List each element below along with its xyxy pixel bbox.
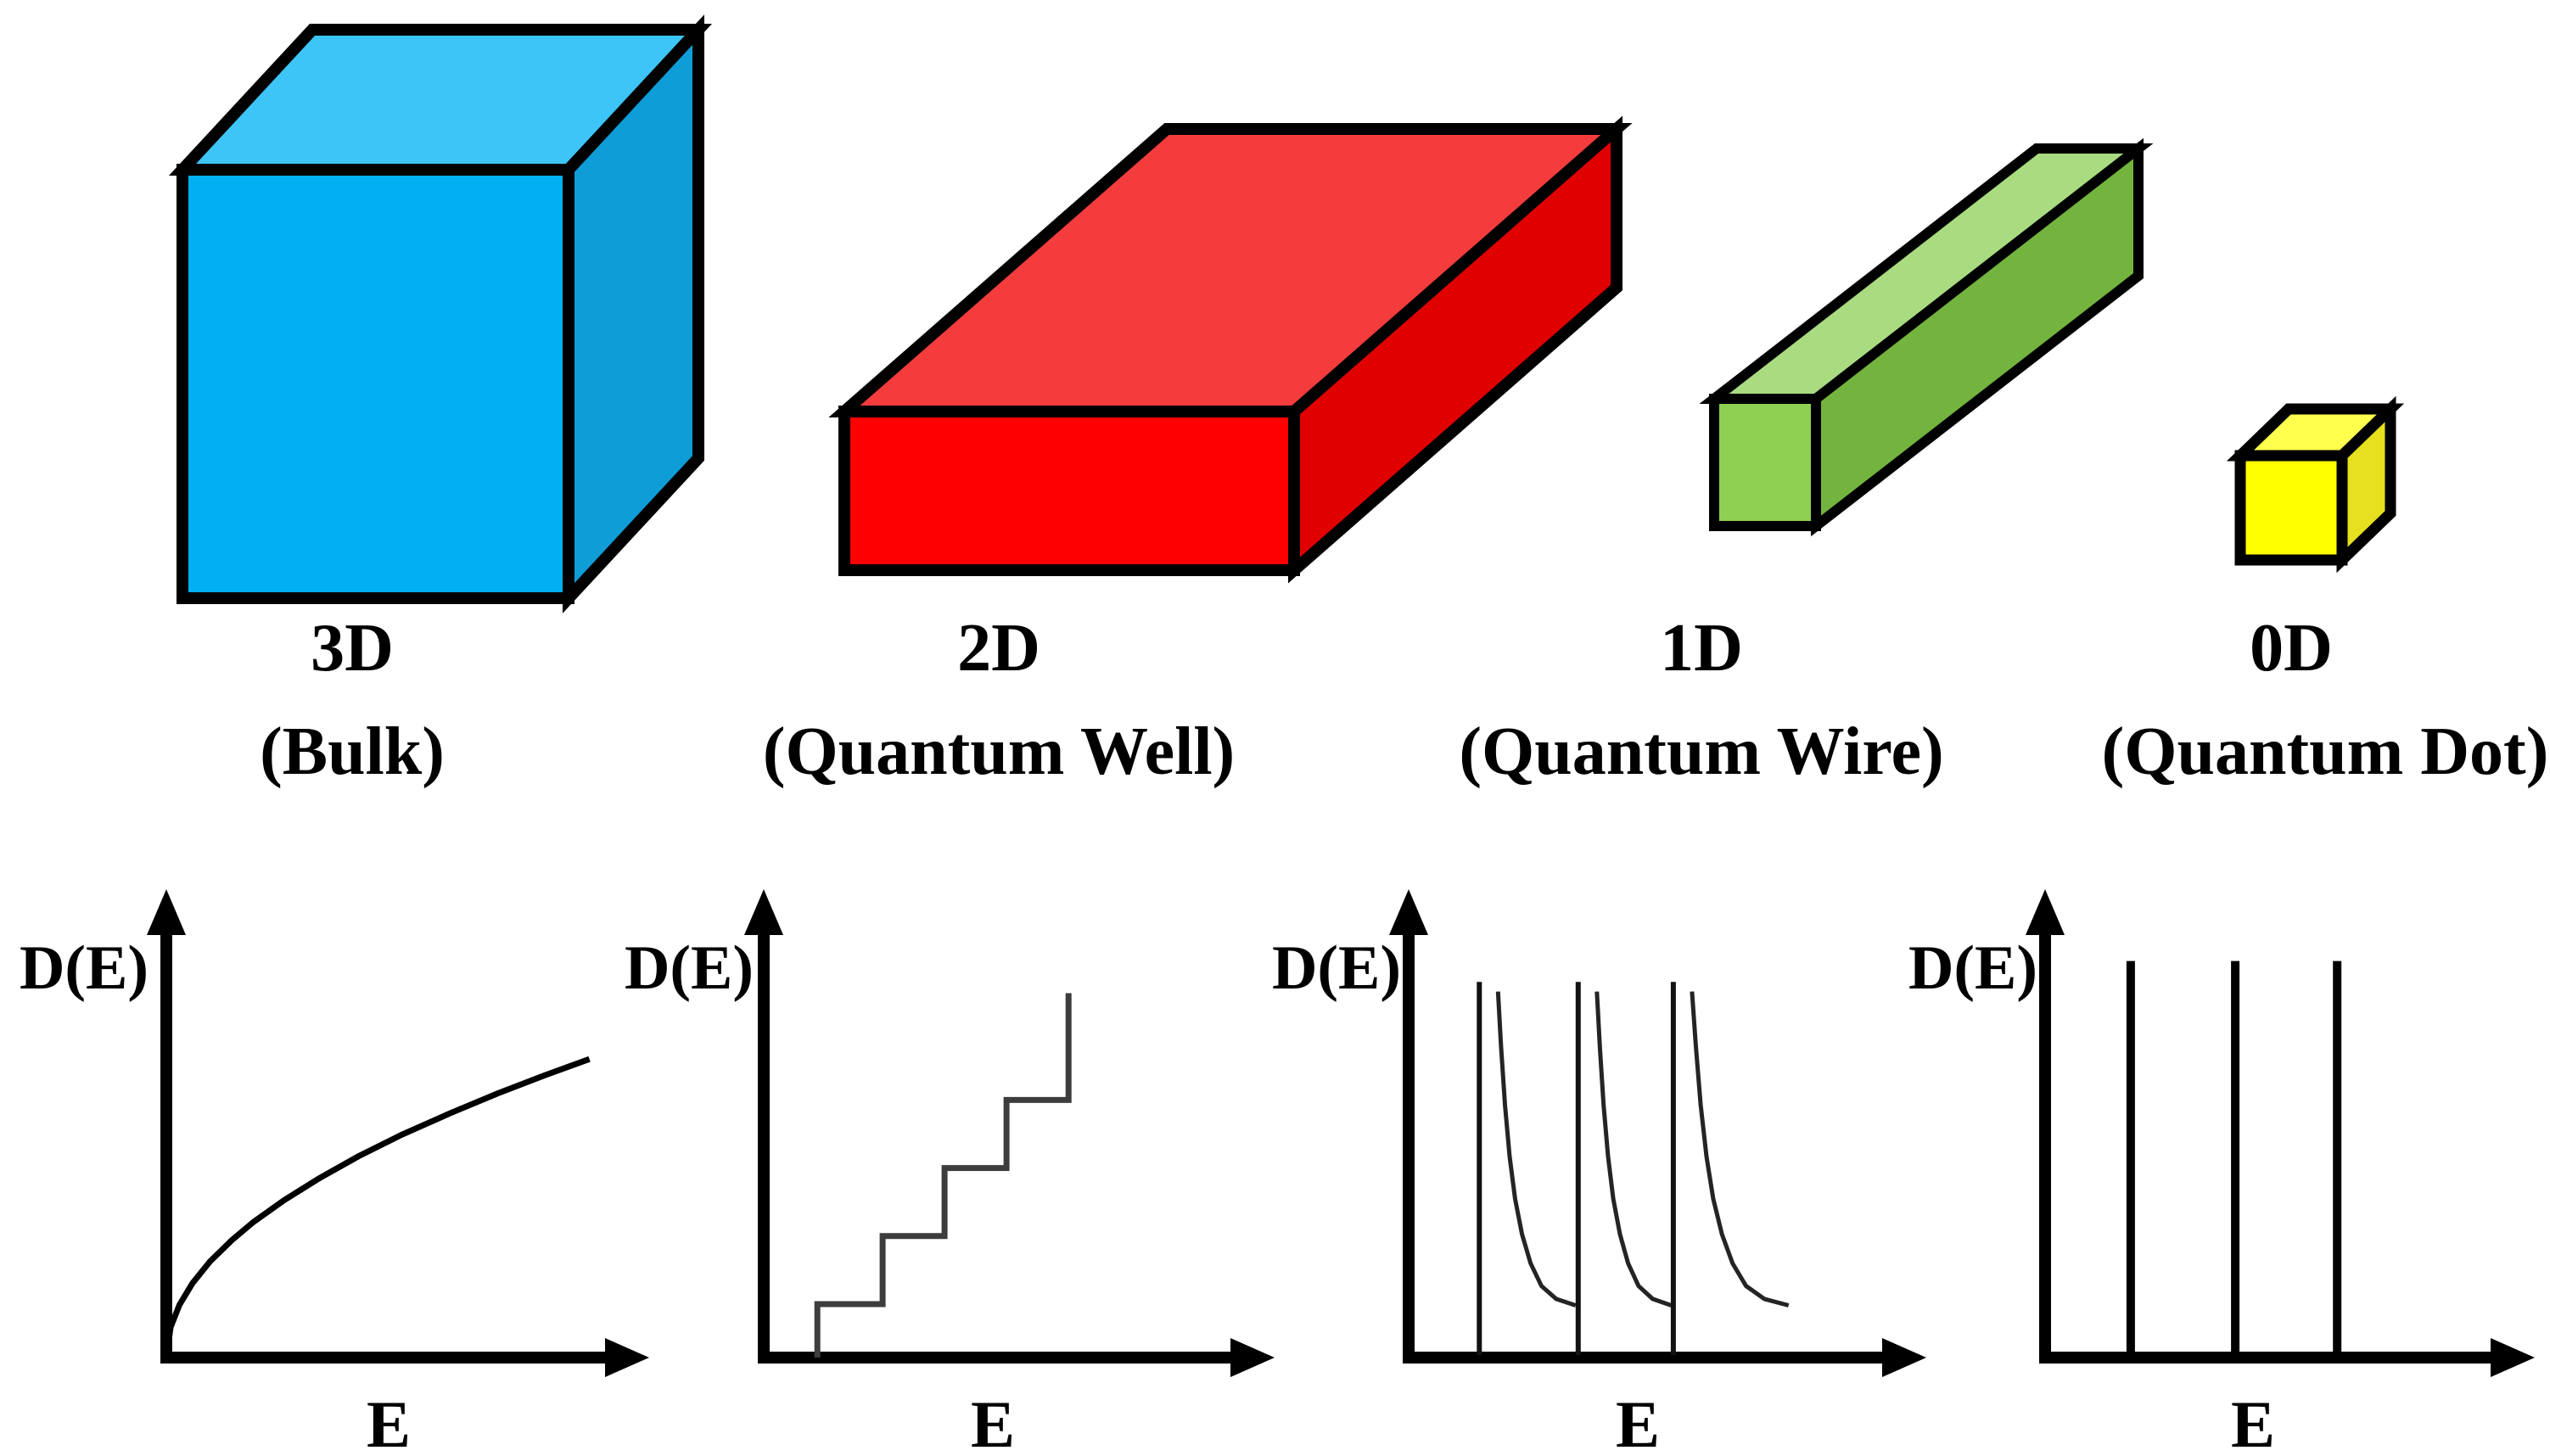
xlabel-dos-3d: E [366,1387,412,1456]
x-axis-arrowhead [2491,1338,2535,1377]
dos-curve-1d [1477,982,1790,1355]
dim-label-1d: 1D [1660,611,1743,686]
dim-label-3d: 3D [311,611,394,686]
y-axis-arrowhead [744,889,783,935]
dos-curve-0d [2126,960,2342,1354]
quantum-well-slab [828,115,1633,584]
type-label-quantum-wire: (Quantum Wire) [1459,714,1944,789]
quantum-well-front-face [838,406,1300,576]
dim-label-0d: 0D [2250,611,2333,686]
dos-curve-3d [163,1056,591,1358]
x-axis-arrowhead [1230,1338,1275,1377]
dos-1d-decay-tail [1495,991,1577,1308]
y-axis-arrowhead [147,889,186,935]
quantum-dot-cube [2226,395,2405,574]
dos-plot-3d [147,889,649,1377]
type-label-bulk: (Bulk) [260,714,445,789]
quantum-dot-front-face [2234,450,2348,566]
xlabel-dos-0d: E [2230,1387,2276,1456]
xlabel-dos-2d: E [970,1387,1016,1456]
ylabel-dos-1d: D(E) [1271,933,1402,1003]
y-axis-arrowhead [1389,889,1428,935]
dos-1d-decay-tail [1594,991,1673,1308]
bulk-cube-front-face [177,164,574,604]
ylabel-dos-3d: D(E) [19,933,149,1003]
type-label-quantum-dot: (Quantum Dot) [2101,714,2549,789]
quantum-wire-front-face [1709,394,1821,531]
dos-plot-2d [744,889,1275,1377]
bulk-cube [168,14,713,613]
ylabel-dos-0d: D(E) [1908,933,2038,1003]
dos-1d-decay-tail [1690,991,1790,1308]
y-axis-arrowhead [2026,889,2065,935]
type-label-quantum-well: (Quantum Well) [762,714,1236,789]
x-axis-arrowhead [605,1338,649,1377]
ylabel-dos-2d: D(E) [624,933,754,1003]
dim-label-2d: 2D [957,611,1040,686]
dos-curve-2d [814,993,1072,1358]
dos-plot-0d [2026,889,2535,1377]
quantum-wire-bar [1699,137,2154,537]
dos-plot-1d [1389,889,1926,1377]
x-axis-arrowhead [1882,1338,1926,1377]
xlabel-dos-1d: E [1615,1387,1661,1456]
